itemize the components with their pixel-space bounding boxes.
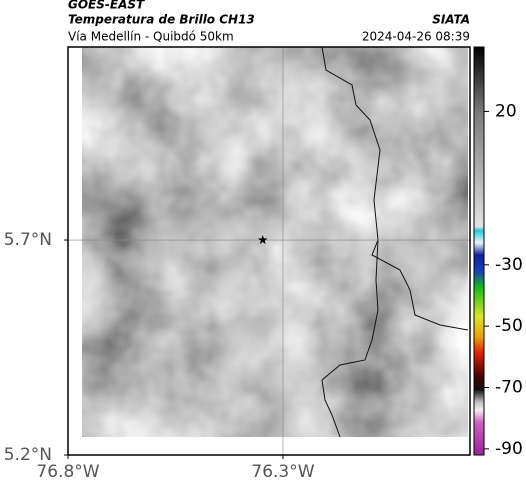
timestamp: 2024-04-26 08:39 (362, 30, 470, 44)
map-frame (67, 46, 471, 456)
border-line (321, 46, 469, 331)
x-tick-label: 76.3°W (251, 462, 314, 482)
y-tick-label: 5.2°N (4, 445, 52, 465)
map-title: Temperatura de Brillo CH13 (68, 13, 255, 27)
colorbar-tick-label: -50 (495, 316, 523, 336)
x-tick-label: 76.8°W (36, 462, 99, 482)
colorbar-tick-label: -70 (495, 378, 523, 398)
satellite-image (82, 47, 468, 437)
borders (321, 46, 469, 438)
y-tick-label: 5.7°N (4, 230, 52, 250)
colorbar-tick-label: -90 (495, 439, 523, 459)
border-line (321, 239, 379, 438)
map-subtitle: Vía Medellín - Quibdó 50km (68, 30, 234, 44)
colorbar-tick-label: 20 (495, 101, 517, 121)
station-marker (258, 235, 268, 245)
colorbar-tick-label: -30 (495, 255, 523, 275)
agency-label: SIATA (432, 13, 470, 27)
colorbar (473, 46, 485, 456)
source-label: GOES-EAST (68, 0, 145, 12)
